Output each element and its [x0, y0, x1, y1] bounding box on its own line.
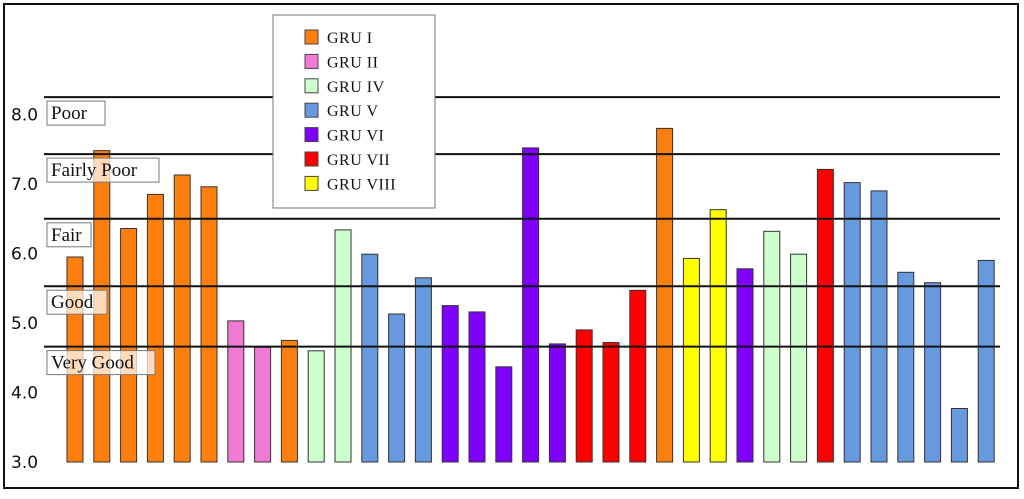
threshold-lines	[44, 96, 1000, 348]
bar-32-gru-v	[897, 271, 915, 463]
legend-swatch-gru-vii	[304, 151, 319, 167]
bar-28-gru-iv	[790, 253, 808, 463]
threshold-label-box-poor	[46, 100, 106, 126]
legend-label-gru-ii: GRU II	[327, 54, 378, 71]
legend-label-gru-i: GRU I	[327, 30, 373, 47]
bar-10-gru-iv	[307, 350, 325, 463]
bar-21-gru-vii	[602, 342, 620, 463]
legend-swatch-gru-iv	[304, 78, 319, 94]
bar-4-gru-i	[146, 193, 164, 463]
bar-31-gru-v	[870, 190, 888, 463]
legend-label-gru-iv: GRU IV	[327, 79, 385, 96]
bar-6-gru-i	[200, 186, 218, 463]
legend: GRU I GRU II GRU IV GRU V GRU VI GRU VII GRU V…	[272, 14, 436, 209]
threshold-label-box-very-good	[46, 350, 156, 376]
bar-34-gru-v	[950, 408, 968, 463]
legend-box	[272, 14, 436, 209]
bar-18-gru-vi	[522, 147, 540, 463]
bar-26-gru-vi	[736, 268, 754, 463]
bar-20-gru-vii	[575, 329, 593, 463]
bar-25-gru-viii	[709, 209, 727, 463]
legend-swatch-gru-i	[304, 29, 319, 45]
bar-33-gru-v	[924, 282, 942, 463]
bar-3-gru-i	[120, 228, 138, 463]
bar-29-gru-vii	[816, 168, 834, 463]
bar-30-gru-v	[843, 182, 861, 463]
bar-24-gru-viii	[682, 257, 700, 463]
legend-label-gru-vii: GRU VII	[327, 152, 390, 169]
bar-14-gru-v	[414, 277, 432, 463]
y-tick-label-3-0: 3.0	[11, 453, 38, 473]
bar-35-gru-v	[977, 259, 995, 463]
threshold-label-box-good	[46, 289, 108, 315]
bar-15-gru-vi	[441, 305, 459, 463]
legend-swatch-gru-v	[304, 102, 319, 118]
legend-swatch-gru-ii	[304, 53, 319, 69]
threshold-label-very-good: Very Good	[51, 353, 134, 374]
threshold-labels: Poor Fairly Poor Fair Good Very Good	[46, 100, 160, 376]
bar-7-gru-ii	[227, 320, 245, 463]
y-tick-label-8-0: 8.0	[11, 106, 38, 126]
bar-16-gru-vi	[468, 311, 486, 463]
threshold-label-poor: Poor	[51, 103, 88, 124]
bar-13-gru-v	[388, 313, 406, 463]
y-tick-label-4-0: 4.0	[11, 384, 38, 404]
bar-5-gru-i	[173, 174, 191, 463]
legend-label-gru-v: GRU V	[327, 103, 379, 120]
bar-8-gru-ii	[254, 346, 272, 463]
legend-label-gru-vi: GRU VI	[327, 128, 384, 145]
threshold-label-fairly-poor: Fairly Poor	[51, 160, 138, 181]
bar-12-gru-v	[361, 253, 379, 463]
legend-label-gru-viii: GRU VIII	[327, 176, 396, 193]
bar-9-gru-i	[280, 339, 298, 463]
y-tick-label-5-0: 5.0	[11, 314, 38, 334]
legend-swatch-gru-viii	[304, 175, 319, 191]
bar-23-gru-i	[656, 127, 674, 463]
threshold-label-fair: Fair	[51, 225, 82, 246]
y-axis: 3.0 4.0 5.0 6.0 7.0 8.0	[11, 106, 38, 474]
threshold-label-box-fair	[46, 222, 92, 248]
y-tick-label-6-0: 6.0	[11, 245, 38, 265]
bar-17-gru-vi	[495, 366, 513, 463]
threshold-label-good: Good	[51, 292, 94, 313]
threshold-label-box-fairly-poor	[46, 157, 160, 183]
legend-swatch-gru-vi	[304, 127, 319, 143]
bar-19-gru-vi	[548, 343, 566, 463]
bar-22-gru-vii	[629, 289, 647, 463]
y-tick-label-7-0: 7.0	[11, 175, 38, 195]
